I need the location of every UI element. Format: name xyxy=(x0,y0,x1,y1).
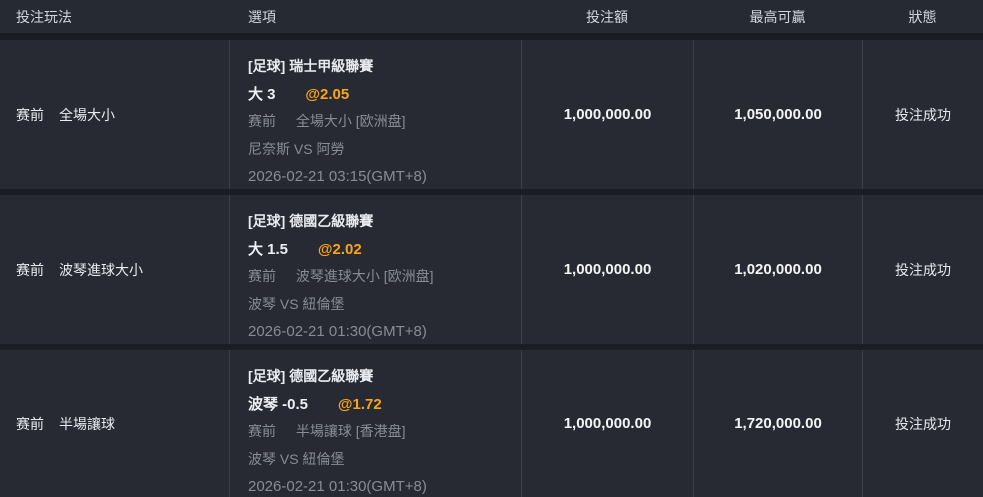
teams-line: 尼奈斯 VS 阿勞 xyxy=(248,140,345,157)
play-period-label: 赛前 xyxy=(16,106,44,123)
market-line: 赛前 半場讓球 [香港盘] xyxy=(248,418,513,446)
event-time: 2026-02-21 01:30(GMT+8) xyxy=(248,478,427,495)
max-win-value: 1,020,000.00 xyxy=(734,261,822,278)
play-period-label: 赛前 xyxy=(16,415,44,432)
market-period-label: 赛前 xyxy=(248,268,276,284)
market-detail-label: 半場讓球 [香港盘] xyxy=(295,423,406,439)
bet-amount-value: 1,000,000.00 xyxy=(563,106,652,123)
teams-line: 波琴 VS 紐倫堡 xyxy=(248,295,345,312)
option-cell: [足球] 德國乙級聯賽 波琴 -0.5 @1.72 赛前 半場讓球 [香港盘] … xyxy=(229,350,521,497)
event-time: 2026-02-21 03:15(GMT+8) xyxy=(248,168,427,185)
option-cell: [足球] 瑞士甲級聯賽 大 3 @2.05 赛前 全場大小 [欧洲盘] 尼奈斯 … xyxy=(229,40,521,189)
column-header-status: 狀態 xyxy=(908,8,937,25)
market-line: 赛前 全場大小 [欧洲盘] xyxy=(248,108,513,136)
column-header-max-win: 最高可贏 xyxy=(749,8,806,25)
bet-amount-cell: 1,000,000.00 xyxy=(521,195,693,344)
selection-line: 波琴 -0.5 @1.72 xyxy=(248,391,513,419)
odds-value: @1.72 xyxy=(337,395,382,413)
bet-amount-cell: 1,000,000.00 xyxy=(521,350,693,497)
max-win-value: 1,720,000.00 xyxy=(734,415,822,432)
max-win-cell: 1,020,000.00 xyxy=(693,195,862,344)
play-type-cell: 赛前 半場讓球 xyxy=(0,350,229,497)
max-win-cell: 1,050,000.00 xyxy=(693,40,862,189)
status-cell: 投注成功 xyxy=(862,40,983,189)
event-time: 2026-02-21 01:30(GMT+8) xyxy=(248,323,427,340)
status-cell: 投注成功 xyxy=(862,195,983,344)
option-cell: [足球] 德國乙級聯賽 大 1.5 @2.02 赛前 波琴進球大小 [欧洲盘] … xyxy=(229,195,521,344)
selection-line: 大 3 @2.05 xyxy=(248,81,513,109)
table-row: 赛前 半場讓球 [足球] 德國乙級聯賽 波琴 -0.5 @1.72 赛前 半場讓… xyxy=(0,350,983,497)
play-type-cell: 赛前 全場大小 xyxy=(0,40,229,189)
selection-line: 大 1.5 @2.02 xyxy=(248,236,513,264)
play-period-label: 赛前 xyxy=(16,261,44,278)
status-label: 投注成功 xyxy=(895,261,951,278)
odds-value: @2.02 xyxy=(317,240,362,258)
market-detail-label: 波琴進球大小 [欧洲盘] xyxy=(295,268,434,284)
bet-amount-value: 1,000,000.00 xyxy=(563,261,652,278)
odds-value: @2.05 xyxy=(305,85,350,103)
bet-amount-value: 1,000,000.00 xyxy=(563,415,652,432)
play-name-label: 全場大小 xyxy=(59,106,115,123)
league-line: [足球] 瑞士甲級聯賽 xyxy=(248,58,374,74)
max-win-value: 1,050,000.00 xyxy=(734,106,822,123)
league-line: [足球] 德國乙級聯賽 xyxy=(248,368,374,384)
play-name-label: 波琴進球大小 xyxy=(59,261,143,278)
table-row: 赛前 波琴進球大小 [足球] 德國乙級聯賽 大 1.5 @2.02 赛前 波琴進… xyxy=(0,195,983,344)
column-header-option: 選項 xyxy=(248,8,276,25)
selection-label: 波琴 -0.5 xyxy=(248,395,309,413)
market-period-label: 赛前 xyxy=(248,423,276,439)
table-header: 投注玩法 選項 投注額 最高可贏 狀態 xyxy=(0,0,983,33)
league-line: [足球] 德國乙級聯賽 xyxy=(248,213,374,229)
column-header-bet-amount: 投注額 xyxy=(586,8,628,25)
bet-amount-cell: 1,000,000.00 xyxy=(521,40,693,189)
status-label: 投注成功 xyxy=(895,415,951,432)
status-cell: 投注成功 xyxy=(862,350,983,497)
market-period-label: 赛前 xyxy=(248,113,276,129)
max-win-cell: 1,720,000.00 xyxy=(693,350,862,497)
market-line: 赛前 波琴進球大小 [欧洲盘] xyxy=(248,263,513,291)
teams-line: 波琴 VS 紐倫堡 xyxy=(248,450,345,467)
column-header-play-type: 投注玩法 xyxy=(16,8,72,25)
market-detail-label: 全場大小 [欧洲盘] xyxy=(295,113,406,129)
play-type-cell: 赛前 波琴進球大小 xyxy=(0,195,229,344)
status-label: 投注成功 xyxy=(895,106,951,123)
selection-label: 大 3 xyxy=(248,85,276,103)
play-name-label: 半場讓球 xyxy=(59,415,115,432)
table-row: 赛前 全場大小 [足球] 瑞士甲級聯賽 大 3 @2.05 赛前 全場大小 [欧… xyxy=(0,40,983,189)
selection-label: 大 1.5 xyxy=(248,240,289,258)
